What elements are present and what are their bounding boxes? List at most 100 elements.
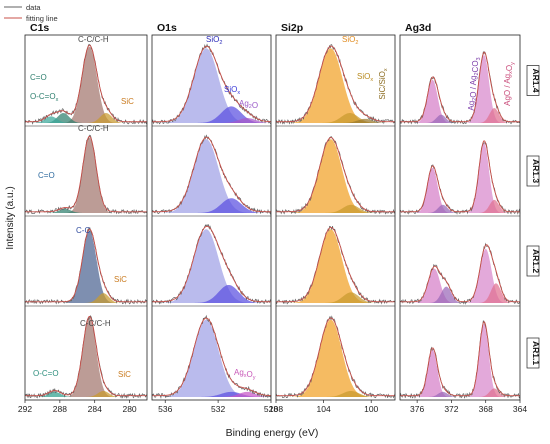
- annotation-subscript: x: [56, 97, 59, 103]
- component-ag3d5-2: [400, 54, 520, 123]
- annotation-text: SiC: [114, 275, 127, 284]
- annotation-text: SiC/SiO: [378, 71, 387, 99]
- x-tick-label: 292: [18, 404, 32, 414]
- spectrum-o1s-2: [151, 223, 272, 305]
- component-sio: [276, 113, 395, 123]
- annotation-c1s: O-C=Ox: [30, 92, 59, 103]
- spectrum-c1s-0: [24, 43, 148, 125]
- fitting-line: [400, 244, 520, 303]
- annotation-c1s: C=O: [30, 73, 47, 82]
- annotation-subscript: x: [237, 90, 240, 96]
- fitting-line: [400, 140, 520, 213]
- panel-frame-o1s: [151, 34, 272, 401]
- sample-label: AR1.1: [531, 341, 541, 365]
- component-ag3d5-2: [400, 323, 520, 397]
- annotation-text: O / Ag: [469, 76, 478, 98]
- fitting-line: [400, 321, 520, 397]
- legend: data fitting line: [4, 3, 58, 23]
- component-o-c-o: [25, 391, 147, 397]
- component-ag3d3-2: [400, 167, 520, 213]
- component-ago-ago: [400, 388, 520, 397]
- component-ag3d5-2: [400, 248, 520, 303]
- component-c-o: [25, 208, 147, 213]
- component-ag3d3-2: [400, 79, 520, 123]
- annotation-text: O: [247, 370, 253, 379]
- panel-title-o1s: O1s: [157, 22, 177, 34]
- annotation-text: SiO: [206, 35, 219, 44]
- component-sio: [152, 319, 271, 397]
- component-ago-ago: [400, 199, 520, 213]
- fitting-line: [276, 45, 395, 123]
- x-tick-label: 288: [53, 404, 67, 414]
- fitting-line: [276, 137, 395, 213]
- component-sio: [152, 106, 271, 123]
- annotation-text: SiC: [118, 370, 131, 379]
- component-sio: [276, 319, 395, 397]
- annotation-c1s: C-C/C-H: [78, 124, 109, 133]
- component-sio: [152, 139, 271, 213]
- annotation-subscript: x: [370, 77, 373, 83]
- annotation-c1s: C=O: [38, 171, 55, 180]
- annotation-subscript: 3: [476, 57, 482, 60]
- annotation-si2p: SiO2: [342, 35, 358, 46]
- component-ago-ago: [400, 283, 520, 303]
- fitting-line: [152, 45, 272, 123]
- annotation-text: SiO: [357, 72, 370, 81]
- sample-label-box: [526, 65, 540, 96]
- spectrum-o1s-3: [151, 314, 272, 400]
- annotation-text: O: [252, 101, 258, 110]
- annotation-si2p: SiOx: [357, 72, 373, 83]
- x-tick-label: 284: [88, 404, 102, 414]
- panel-title-c1s: C1s: [30, 22, 49, 34]
- component-sio: [152, 48, 271, 123]
- x-tick-label: 376: [410, 404, 424, 414]
- legend-label-data: data: [26, 3, 41, 12]
- annotation-subscript: y: [253, 375, 256, 381]
- annotation-o1s: AgxOy: [234, 368, 256, 381]
- x-tick-label: 100: [364, 404, 378, 414]
- component-c-c-c-h: [25, 317, 147, 397]
- x-tick-label: 528: [264, 404, 278, 414]
- x-tick-label: 368: [479, 404, 493, 414]
- annotation-text: Ag: [467, 101, 476, 111]
- component-ag3d5-2: [400, 143, 520, 213]
- spectrum-si2p-0: [275, 44, 396, 125]
- panel-title-si2p: Si2p: [281, 22, 303, 34]
- fitting-line: [152, 317, 272, 397]
- fitting-line: [151, 225, 271, 303]
- sample-label: AR1.2: [531, 249, 541, 273]
- annotation-c1s: SiC: [121, 97, 134, 106]
- x-tick-label: 532: [211, 404, 225, 414]
- panel-frame-ag3d: [399, 34, 521, 401]
- fitting-line: [25, 228, 147, 303]
- labels-layer: C1s O1s Si2p Ag3d AR1.4 AR1.3 AR1.2 AR1.1 C-C/C-…: [4, 3, 541, 439]
- y-axis-label: Intensity (a.u.): [5, 186, 16, 249]
- fitting-line: [151, 136, 271, 213]
- annotation-o1s: SiO2: [206, 35, 222, 46]
- annotation-ag3d: Ag2O / Ag2CO3: [467, 57, 482, 110]
- annotation-text: CO: [471, 60, 480, 72]
- component-sio: [276, 139, 395, 213]
- component-ag2o: [152, 118, 271, 123]
- annotation-subscript: x: [383, 68, 389, 71]
- component-c-c-c-h: [25, 46, 147, 123]
- annotation-text: C-C/C-H: [80, 319, 111, 328]
- component-sio: [276, 48, 395, 123]
- panel-frame-si2p: [275, 34, 396, 401]
- annotation-subscript: 2: [474, 72, 480, 75]
- sample-label-box: [526, 245, 540, 277]
- annotation-text: SiO: [224, 85, 237, 94]
- data-curve: [399, 142, 521, 215]
- annotation-text: Ag: [234, 368, 244, 377]
- annotation-text: C=O: [30, 73, 47, 82]
- data-curve: [399, 50, 521, 125]
- annotation-text: C-C: [76, 226, 90, 235]
- x-axis-label: Binding energy (eV): [226, 427, 319, 439]
- component-sio: [152, 229, 271, 303]
- annotation-text: O: [505, 65, 514, 71]
- annotation-o1s: SiOx: [224, 85, 240, 96]
- spectrum-si2p-3: [275, 315, 396, 399]
- annotation-text: O-C=O: [33, 369, 59, 378]
